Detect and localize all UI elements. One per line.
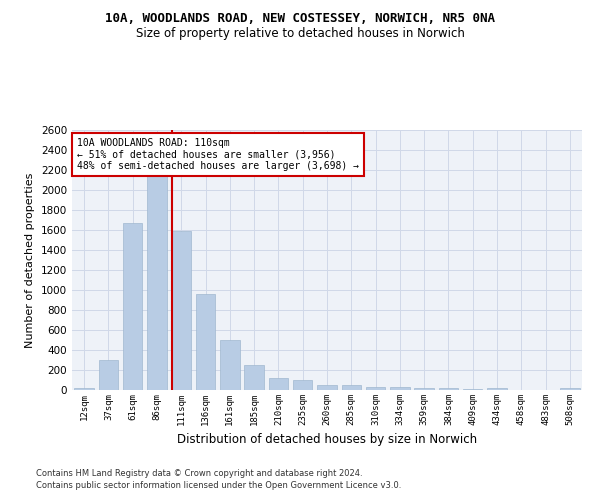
Text: Size of property relative to detached houses in Norwich: Size of property relative to detached ho… bbox=[136, 28, 464, 40]
Text: 10A, WOODLANDS ROAD, NEW COSTESSEY, NORWICH, NR5 0NA: 10A, WOODLANDS ROAD, NEW COSTESSEY, NORW… bbox=[105, 12, 495, 26]
Bar bbox=[560, 388, 580, 390]
Bar bbox=[244, 365, 264, 390]
Bar bbox=[196, 294, 215, 390]
Bar bbox=[439, 388, 458, 390]
Bar bbox=[123, 223, 142, 390]
Bar bbox=[99, 360, 118, 390]
Bar bbox=[269, 378, 288, 390]
X-axis label: Distribution of detached houses by size in Norwich: Distribution of detached houses by size … bbox=[177, 434, 477, 446]
Y-axis label: Number of detached properties: Number of detached properties bbox=[25, 172, 35, 348]
Bar bbox=[390, 386, 410, 390]
Bar bbox=[341, 385, 361, 390]
Bar bbox=[293, 380, 313, 390]
Bar bbox=[74, 388, 94, 390]
Bar bbox=[366, 386, 385, 390]
Bar bbox=[147, 175, 167, 390]
Text: 10A WOODLANDS ROAD: 110sqm
← 51% of detached houses are smaller (3,956)
48% of s: 10A WOODLANDS ROAD: 110sqm ← 51% of deta… bbox=[77, 138, 359, 171]
Bar bbox=[415, 388, 434, 390]
Bar bbox=[317, 385, 337, 390]
Text: Contains HM Land Registry data © Crown copyright and database right 2024.: Contains HM Land Registry data © Crown c… bbox=[36, 468, 362, 477]
Text: Contains public sector information licensed under the Open Government Licence v3: Contains public sector information licen… bbox=[36, 481, 401, 490]
Bar bbox=[463, 388, 482, 390]
Bar bbox=[172, 230, 191, 390]
Bar bbox=[487, 388, 507, 390]
Bar bbox=[220, 340, 239, 390]
